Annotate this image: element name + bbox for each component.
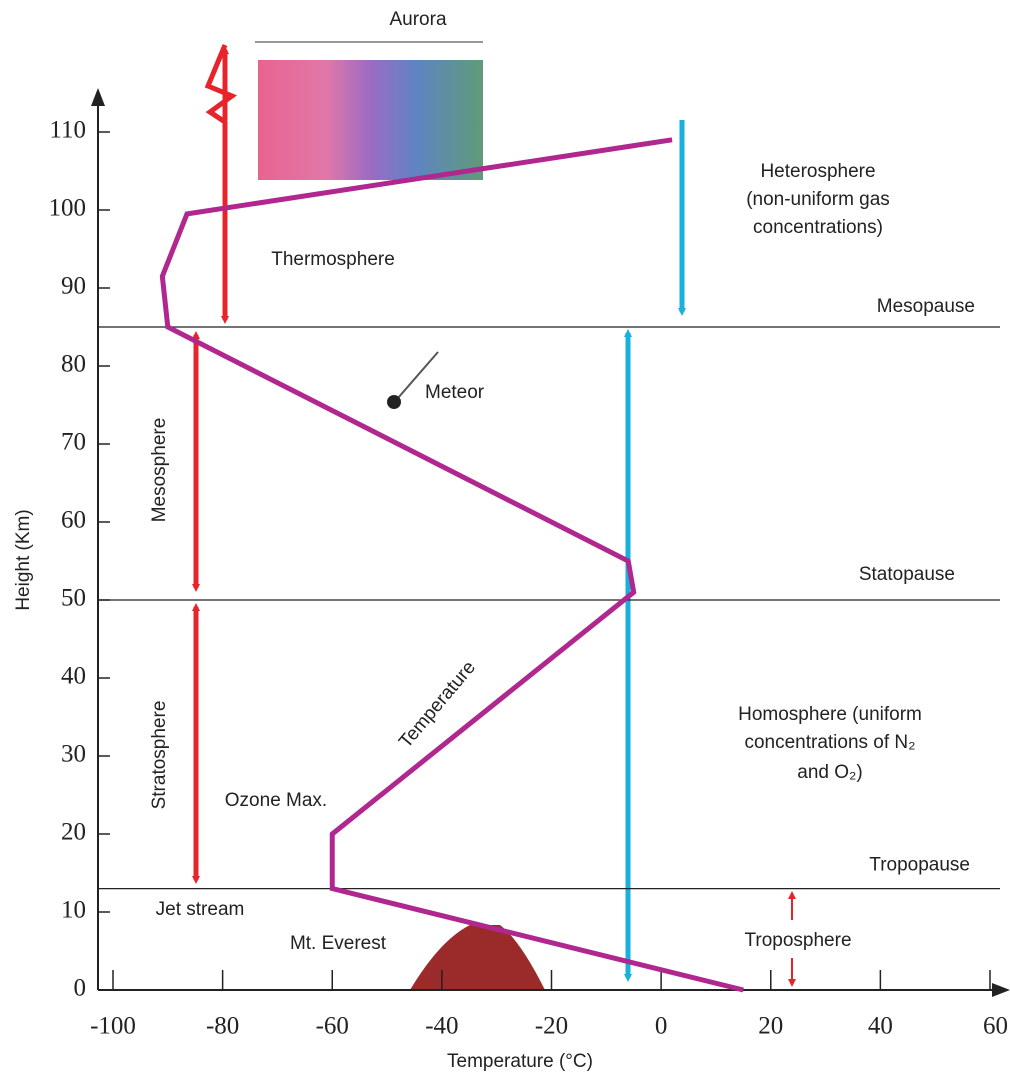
x-tick-label: 20: [758, 1013, 783, 1040]
thermosphere-arrow: [208, 45, 232, 320]
annotation: (non-uniform gas: [746, 189, 890, 210]
y-tick-label: 80: [61, 351, 86, 378]
annotation: Heterosphere: [760, 161, 875, 182]
aurora-image: [258, 60, 483, 180]
meteor: [387, 395, 401, 409]
annotation: Troposphere: [744, 930, 851, 951]
annotation: Mt. Everest: [290, 933, 387, 954]
x-axis-arrow: [992, 983, 1010, 997]
x-tick-label: -80: [206, 1013, 239, 1040]
boundary-label: Statopause: [859, 564, 955, 585]
x-tick-label: -40: [425, 1013, 458, 1040]
x-tick-label: 60: [983, 1013, 1008, 1040]
y-tick-label: 70: [61, 429, 86, 456]
temperature-line: [162, 140, 743, 990]
annotation: Thermosphere: [271, 249, 395, 270]
annotation: Ozone Max.: [225, 790, 327, 811]
annotation: Homosphere (uniform: [738, 704, 922, 725]
annotation: Stratosphere: [149, 701, 170, 810]
y-tick-label: 0: [74, 975, 87, 1002]
x-tick-label: 40: [868, 1013, 893, 1040]
y-tick-label: 100: [49, 195, 87, 222]
y-axis-arrow: [91, 88, 105, 106]
y-tick-label: 90: [61, 273, 86, 300]
y-axis-label: Height (Km): [13, 509, 34, 610]
y-tick-label: 10: [61, 897, 86, 924]
y-tick-label: 60: [61, 507, 86, 534]
y-tick-label: 50: [61, 585, 86, 612]
y-tick-label: 30: [61, 741, 86, 768]
annotation: Temperature: [395, 657, 480, 752]
y-tick-label: 40: [61, 663, 86, 690]
boundary-label: Tropopause: [869, 855, 970, 876]
x-tick-label: -20: [535, 1013, 568, 1040]
annotation: Jet stream: [156, 899, 245, 920]
y-tick-label: 110: [49, 117, 86, 144]
x-axis-label: Temperature (°C): [447, 1051, 593, 1072]
x-tick-label: 0: [655, 1013, 668, 1040]
x-tick-label: -60: [316, 1013, 349, 1040]
annotation: Mesosphere: [149, 418, 170, 523]
chart: 0 10 20 30 40 50 60 70 80 90 100 110 -100 -80 -60 -40 -2…: [0, 0, 1010, 1082]
annotation: concentrations of N₂: [744, 732, 915, 753]
annotation: and O₂): [797, 762, 862, 783]
annotation: Meteor: [425, 382, 485, 403]
boundary-label: Mesopause: [877, 296, 975, 317]
y-tick-label: 20: [61, 819, 86, 846]
x-tick-label: -100: [90, 1013, 136, 1040]
annotation: Aurora: [389, 9, 446, 30]
annotation: concentrations): [753, 217, 883, 238]
